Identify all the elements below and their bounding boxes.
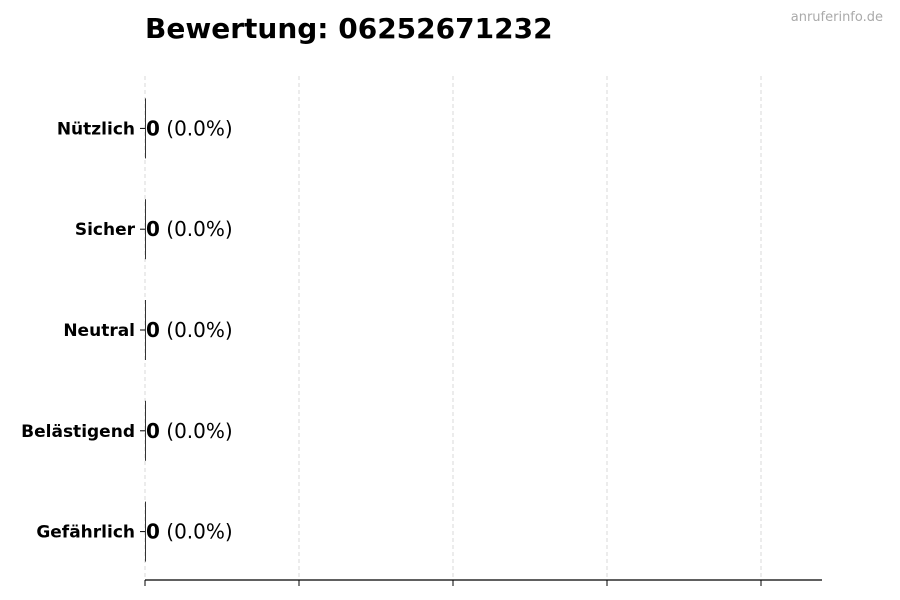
y-tick-label: Belästigend <box>21 422 135 442</box>
value-label: 0 <box>146 318 160 342</box>
watermark: anruferinfo.de <box>790 10 883 25</box>
y-tick-label: Gefährlich <box>36 523 135 543</box>
value-label: 0 <box>146 419 160 443</box>
data-label: 0 (0.0%) <box>146 520 233 544</box>
bar <box>145 199 146 260</box>
bar <box>145 400 146 461</box>
percent-label: (0.0%) <box>160 419 233 443</box>
data-label: 0 (0.0%) <box>146 318 233 342</box>
value-label: 0 <box>146 116 160 140</box>
data-label: 0 (0.0%) <box>146 116 233 140</box>
percent-label: (0.0%) <box>160 318 233 342</box>
chart-title: Bewertung: 06252671232 <box>145 12 553 45</box>
y-tick-label: Sicher <box>75 220 136 240</box>
bar <box>145 98 146 159</box>
data-label: 0 (0.0%) <box>146 419 233 443</box>
y-tick-label: Neutral <box>63 321 135 341</box>
bar <box>145 501 146 562</box>
data-label: 0 (0.0%) <box>146 217 233 241</box>
percent-label: (0.0%) <box>160 116 233 140</box>
value-label: 0 <box>146 520 160 544</box>
percent-label: (0.0%) <box>160 520 233 544</box>
percent-label: (0.0%) <box>160 217 233 241</box>
y-tick-label: Nützlich <box>57 119 135 139</box>
bar <box>145 300 146 360</box>
value-label: 0 <box>146 217 160 241</box>
